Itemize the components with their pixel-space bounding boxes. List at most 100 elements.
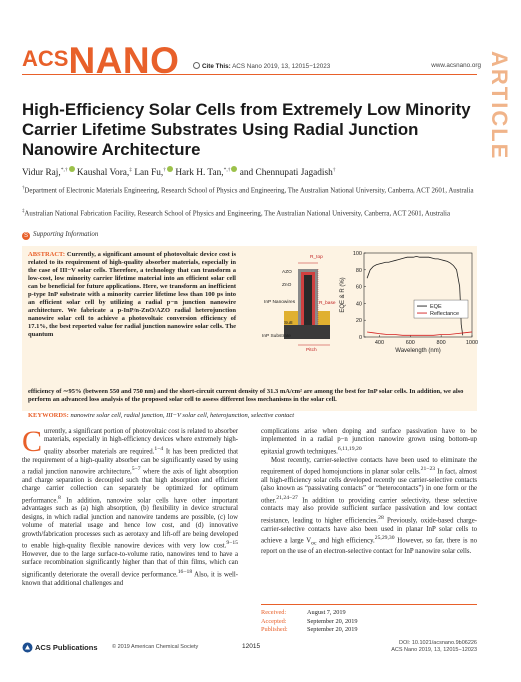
series-line-eqe (366, 255, 464, 336)
abstract-continuation: efficiency of ∼95% (between 550 and 750 … (28, 388, 464, 404)
eqe-reflectance-chart: 400 600 800 1000 0 20 40 60 80 100 Wavelength (nm)… (340, 251, 478, 354)
subscript-text: oc (311, 540, 317, 547)
y-tick-label: 60 (356, 285, 362, 291)
body-column-right: complications arise when doping and surf… (261, 428, 477, 557)
label-su8: Su8 (284, 321, 293, 326)
keywords-label: KEYWORDS: (28, 412, 69, 419)
cite-label: Cite This: (202, 63, 231, 70)
doi-link[interactable]: DOI: 10.1021/acsnano.9b06226 (399, 640, 477, 646)
supporting-information-link[interactable]: S Supporting Information (22, 231, 98, 240)
body-text: Also, it is well-known that additional c… (22, 571, 238, 587)
author-affiliation-mark: ‡ (129, 166, 132, 173)
body-paragraph: Most recently, carrier-selective contact… (261, 457, 477, 557)
x-tick-label: 1000 (466, 340, 478, 346)
author-affiliation-mark: † (332, 166, 336, 173)
supporting-info-icon: S (22, 232, 30, 240)
affiliation-text: Australian National Fabrication Facility… (24, 210, 451, 218)
toc-figure: R_top AZO ZnO InP Nanowires R_base Su8 I… (236, 249, 478, 357)
acs-publications-icon (22, 642, 33, 653)
body-text: It has been predicted that the requireme… (22, 448, 238, 476)
author-affiliation-mark: *,† (223, 166, 231, 173)
article-side-tab: ARTICLE (484, 51, 514, 160)
author-name[interactable]: Lan Fu, (134, 168, 164, 178)
cite-this[interactable]: Cite This: ACS Nano 2019, 13, 12015−1202… (193, 62, 330, 70)
label-r-top: R_top (310, 255, 323, 260)
publisher-name: ACS Publications (35, 643, 98, 652)
body-text: where the axis of light absorption and c… (22, 468, 239, 504)
affiliation-1: †Department of Electronic Materials Engi… (22, 184, 482, 195)
body-text: Previously, oxide-based charge-carrier-s… (261, 517, 477, 545)
body-text: In addition, nanowire solar cells have o… (22, 496, 238, 550)
author-affiliation-mark: † (163, 166, 166, 173)
page-number: 12015 (242, 643, 261, 650)
body-text: In fact, almost all high-efficiency sola… (261, 468, 477, 504)
keywords-list: nanowire solar cell, radial junction, II… (70, 412, 295, 419)
affiliation-mark: ‡ (22, 209, 25, 214)
logo-acs-text: ACS (22, 46, 69, 71)
series-line-reflectance (367, 331, 473, 336)
x-tick-label: 800 (437, 340, 446, 346)
date-received: Received: August 7, 2019 (261, 609, 477, 618)
y-tick-label: 100 (353, 251, 362, 257)
orcid-icon[interactable] (231, 166, 238, 172)
citation-ref[interactable]: 16−18 (177, 568, 193, 575)
dropcap-letter: C (22, 425, 43, 458)
label-r-base: R_base (319, 301, 336, 306)
orcid-icon[interactable] (167, 166, 173, 172)
inp-substrate-shape (284, 325, 330, 339)
label-azo: AZO (282, 270, 292, 275)
date-value: August 7, 2019 (307, 609, 346, 616)
article-title: High-Efficiency Solar Cells from Extreme… (22, 100, 471, 159)
inp-nanowire-core-shape (304, 275, 312, 325)
body-text: However, due to the large surface-to-vol… (22, 550, 238, 579)
citation-ref[interactable]: 9−15 (226, 540, 238, 547)
body-text: Most recently, carrier-selective contact… (261, 456, 477, 476)
x-axis-label: Wavelength (nm) (395, 348, 440, 354)
keywords: KEYWORDS: nanowire solar cell, radial ju… (28, 412, 294, 419)
citation-ref[interactable]: 21−23 (420, 466, 436, 473)
body-text: and high efficiency. (316, 537, 375, 545)
body-paragraph: complications arise when doping and surf… (261, 428, 477, 457)
citation-ref[interactable]: 5−7 (131, 466, 141, 473)
author-name[interactable]: Vidur Raj, (22, 168, 61, 178)
author-name[interactable]: Kaushal Vora, (76, 168, 130, 178)
citation-ref[interactable]: 1−4 (154, 445, 164, 452)
citation-ref[interactable]: 28 (378, 514, 384, 521)
publisher-logo[interactable]: ACS Publications (22, 642, 98, 653)
orcid-icon[interactable] (68, 166, 75, 172)
y-tick-label: 40 (356, 301, 362, 307)
date-published: Published: September 20, 2019 (261, 626, 477, 635)
author-name[interactable]: and Chennupati Jagadish (239, 168, 333, 178)
journal-header: ACSNANO Cite This: ACS Nano 2019, 13, 12… (0, 0, 521, 82)
copyright-text: © 2019 American Chemical Society (112, 644, 199, 650)
date-value: September 20, 2019 (307, 626, 358, 633)
body-text: complications arise when doping and surf… (261, 428, 477, 456)
chart-legend (413, 299, 469, 319)
date-value: September 20, 2019 (307, 617, 358, 625)
affiliation-mark: † (22, 186, 25, 191)
citation-ref[interactable]: 6,11,19,20 (337, 445, 362, 452)
citation-ref[interactable]: 8 (58, 494, 61, 501)
journal-logo[interactable]: ACSNANO (22, 42, 179, 79)
citation-ref[interactable]: 25,29,30 (374, 535, 395, 542)
abstract-body: Currently, a significant amount of photo… (28, 251, 236, 339)
y-tick-label: 20 (356, 318, 362, 324)
footer-journal-ref: ACS Nano 2019, 13, 12015−12023 (391, 647, 477, 653)
journal-website-link[interactable]: www.acsnano.org (431, 62, 481, 69)
date-label: Received: (261, 609, 287, 616)
date-accepted: Accepted: September 20, 2019 (261, 618, 477, 627)
author-affiliation-mark: *,† (60, 166, 68, 173)
citation-ref[interactable]: 21,24−27 (276, 494, 298, 501)
body-text: urrently, a significant portion of photo… (44, 428, 238, 456)
chart-plot-area (363, 252, 473, 338)
abstract-label: ABSTRACT: (28, 251, 66, 258)
affiliation-text: Department of Electronic Materials Engin… (24, 187, 474, 195)
cite-reference: ACS Nano 2019, 13, 12015−12023 (232, 63, 331, 70)
author-name[interactable]: Hark H. Tan, (175, 168, 224, 178)
logo-nano-text: NANO (68, 40, 180, 81)
y-axis-label: EQE & R (%) (340, 277, 346, 312)
header-divider (22, 74, 477, 75)
body-text: However, so far, there is no report on t… (261, 537, 477, 556)
